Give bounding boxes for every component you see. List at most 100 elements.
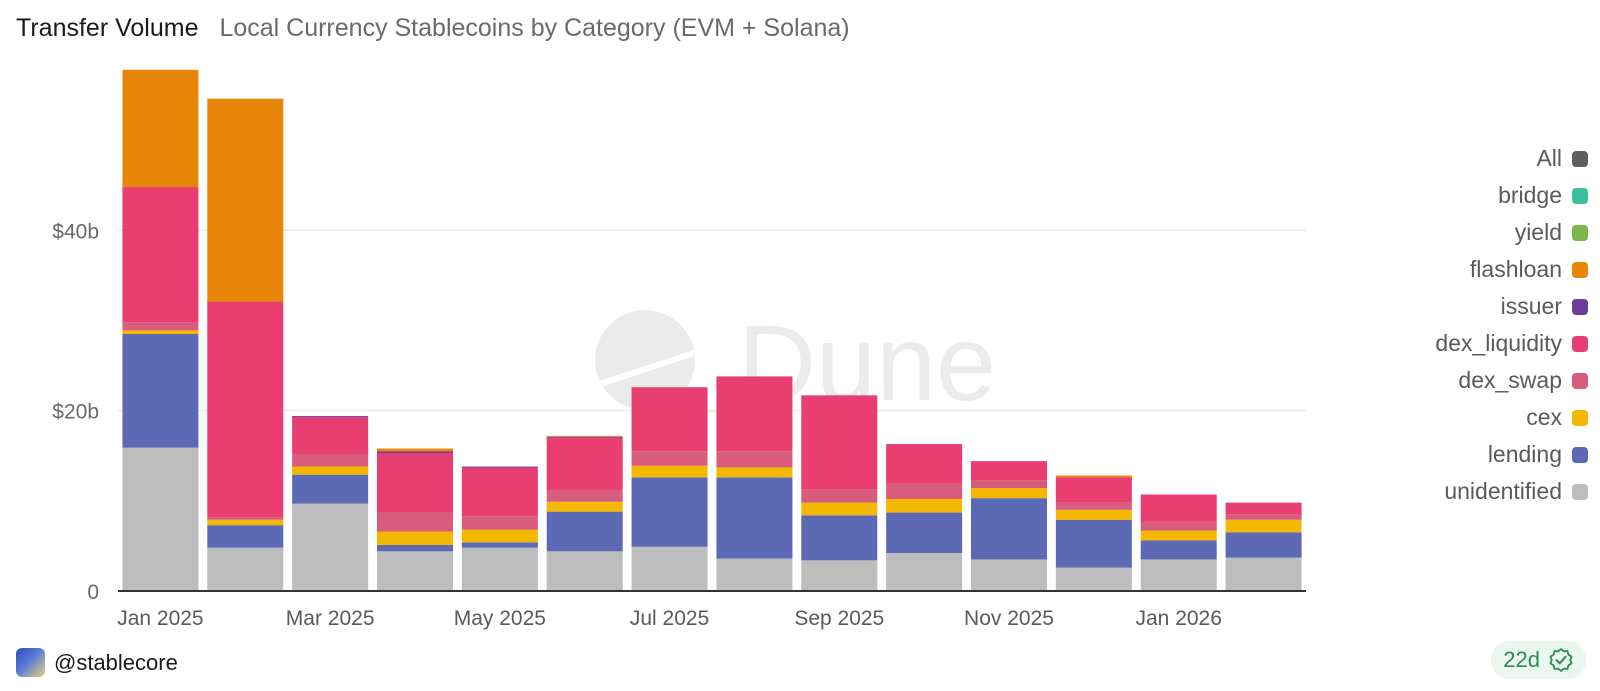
x-tick-label: Sep 2025 [794, 607, 884, 630]
bar-segment-lending [461, 542, 538, 548]
y-tick-label: 0 [87, 581, 99, 604]
avatar [16, 648, 45, 677]
bar-segment-cex [377, 531, 453, 546]
legend-swatch [1572, 409, 1588, 426]
bar-segment-dex-swap [1225, 514, 1302, 520]
y-tick-label: $20b [52, 401, 99, 424]
bar-segment-cex [886, 499, 963, 513]
bar-segment-unidentified [207, 547, 284, 591]
x-tick-label: Jul 2025 [630, 607, 709, 630]
legend-swatch [1572, 187, 1588, 204]
watermark: Dune [595, 302, 996, 423]
bar-segment-unidentified [292, 503, 369, 591]
legend-label: unidentified [1444, 478, 1562, 504]
bar-stack [377, 448, 453, 591]
bar-segment-lending [716, 477, 793, 559]
bar-segment-flashloan [122, 69, 199, 188]
x-tick-label: Nov 2025 [964, 607, 1054, 630]
bar-stack [1140, 494, 1217, 591]
bar-segment-unidentified [1225, 557, 1302, 591]
bar-segment-lending [801, 515, 878, 561]
bar-segment-dex-swap [716, 451, 793, 468]
bar-segment-lending [971, 498, 1047, 560]
chart-header: Transfer Volume Local Currency Stablecoi… [16, 14, 850, 43]
bar-segment-dex-liquidity [971, 461, 1047, 481]
legend-label: flashloan [1469, 256, 1562, 282]
bar-segment-dex-liquidity [546, 437, 623, 491]
legend-item-dex-swap[interactable]: dex_swap [1435, 362, 1588, 399]
legend-label: cex [1526, 404, 1562, 430]
bar-segment-unidentified [546, 551, 623, 591]
bar-segment-lending [546, 511, 623, 552]
legend-item-bridge[interactable]: bridge [1435, 177, 1588, 214]
bar-segment-dex-swap [1055, 502, 1132, 510]
legend-item-yield[interactable]: yield [1435, 214, 1588, 251]
legend-item-all[interactable]: All [1435, 140, 1588, 177]
bar-segment-lending [1055, 519, 1132, 568]
bar-segment-dex-liquidity [1225, 502, 1302, 515]
refresh-age-badge[interactable]: 22d [1491, 641, 1586, 679]
bar-segment-dex-swap [122, 322, 199, 331]
legend-item-issuer[interactable]: issuer [1435, 288, 1588, 325]
bar-segment-lending [631, 477, 708, 547]
x-tick-label: Jan 2025 [117, 607, 203, 630]
bar-segment-flashloan [1055, 475, 1132, 478]
bar-segment-dex-liquidity [801, 395, 878, 490]
bar-stack [631, 387, 708, 591]
bar-segment-unidentified [122, 447, 199, 591]
legend-item-dex-liquidity[interactable]: dex_liquidity [1435, 325, 1588, 362]
legend-label: issuer [1500, 293, 1562, 319]
bar-stack [207, 98, 284, 591]
bar-segment-unidentified [971, 559, 1047, 591]
legend-item-unidentified[interactable]: unidentified [1435, 473, 1588, 510]
bar-segment-cex [292, 466, 369, 475]
bar-segment-cex [971, 488, 1047, 499]
legend-swatch [1572, 483, 1588, 500]
bar-segment-cex [631, 465, 708, 478]
legend-swatch [1572, 224, 1588, 241]
bar-segment-dex-liquidity [122, 187, 199, 323]
author-link[interactable]: @stablecore [16, 648, 178, 677]
bar-segment-dex-swap [292, 454, 369, 467]
legend-swatch [1572, 335, 1588, 352]
bar-segment-dex-swap [461, 516, 538, 530]
bar-segment-flashloan [377, 448, 453, 452]
bar-stack [461, 466, 538, 591]
bar-segment-dex-swap [801, 489, 878, 503]
bar-segment-cex [546, 501, 623, 512]
bar-segment-dex-liquidity [1055, 477, 1132, 503]
legend-label: dex_swap [1458, 367, 1562, 393]
bar-segment-unidentified [716, 558, 793, 591]
bar-segment-unidentified [377, 551, 453, 591]
bar-segment-dex-swap [1140, 521, 1217, 531]
chart-title: Transfer Volume [16, 14, 199, 42]
bar-stack [801, 395, 878, 591]
chart-subtitle: Local Currency Stablecoins by Category (… [219, 14, 850, 42]
bar-stack [1225, 502, 1302, 591]
legend-item-cex[interactable]: cex [1435, 399, 1588, 436]
bar-segment-cex [122, 330, 199, 335]
bar-segment-dex-liquidity [1140, 494, 1217, 522]
bar-segment-dex-swap [971, 480, 1047, 489]
legend-swatch [1572, 261, 1588, 278]
x-tick-label: Mar 2025 [286, 607, 375, 630]
bar-segment-cex [801, 502, 878, 516]
bar-segment-dex-swap [631, 451, 708, 466]
legend-label: All [1536, 145, 1562, 171]
legend-label: yield [1514, 219, 1562, 245]
bar-segment-issuer [292, 416, 369, 417]
bar-segment-lending [207, 525, 284, 548]
bar-segment-unidentified [886, 553, 963, 591]
legend-swatch [1572, 372, 1588, 389]
author-handle: @stablecore [54, 649, 178, 675]
bar-segment-dex-swap [546, 490, 623, 502]
verified-check-icon [1549, 648, 1573, 672]
legend-item-flashloan[interactable]: flashloan [1435, 251, 1588, 288]
bar-segment-lending [1225, 532, 1302, 558]
legend-label: bridge [1498, 182, 1562, 208]
legend-item-lending[interactable]: lending [1435, 436, 1588, 473]
legend-swatch [1572, 298, 1588, 315]
bar-segment-lending [377, 545, 453, 552]
bar-segment-cex [1140, 530, 1217, 541]
bar-stack [292, 416, 369, 591]
